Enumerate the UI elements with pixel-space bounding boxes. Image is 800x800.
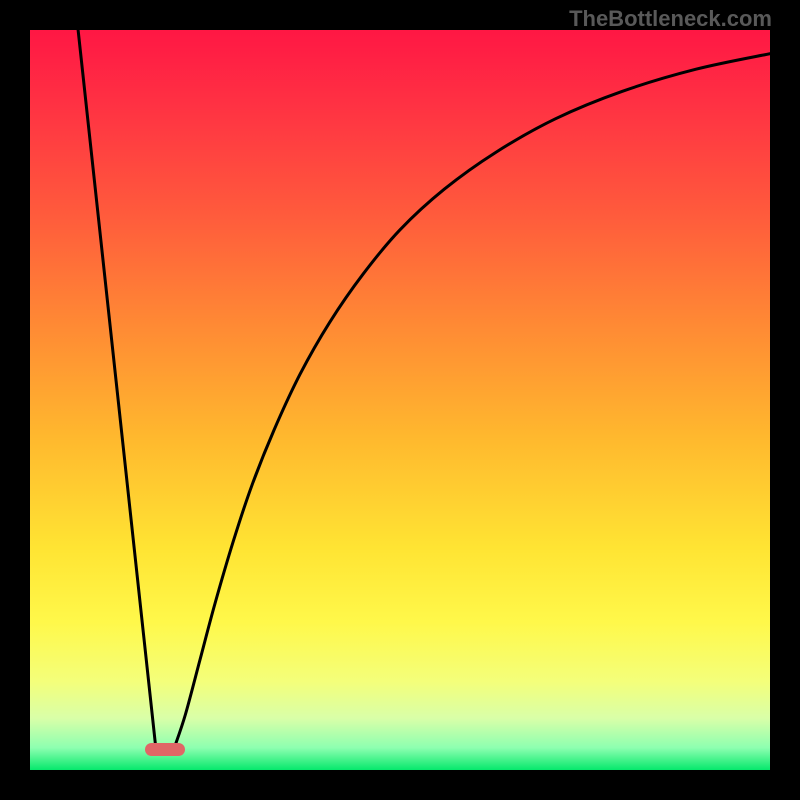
watermark-text: TheBottleneck.com xyxy=(569,6,772,32)
curve-right-asymptote xyxy=(174,54,770,748)
curve-left-line xyxy=(78,30,156,748)
curve-layer xyxy=(30,30,770,770)
optimal-marker-pill xyxy=(145,743,185,756)
figure-root: TheBottleneck.com xyxy=(0,0,800,800)
plot-area xyxy=(30,30,770,770)
